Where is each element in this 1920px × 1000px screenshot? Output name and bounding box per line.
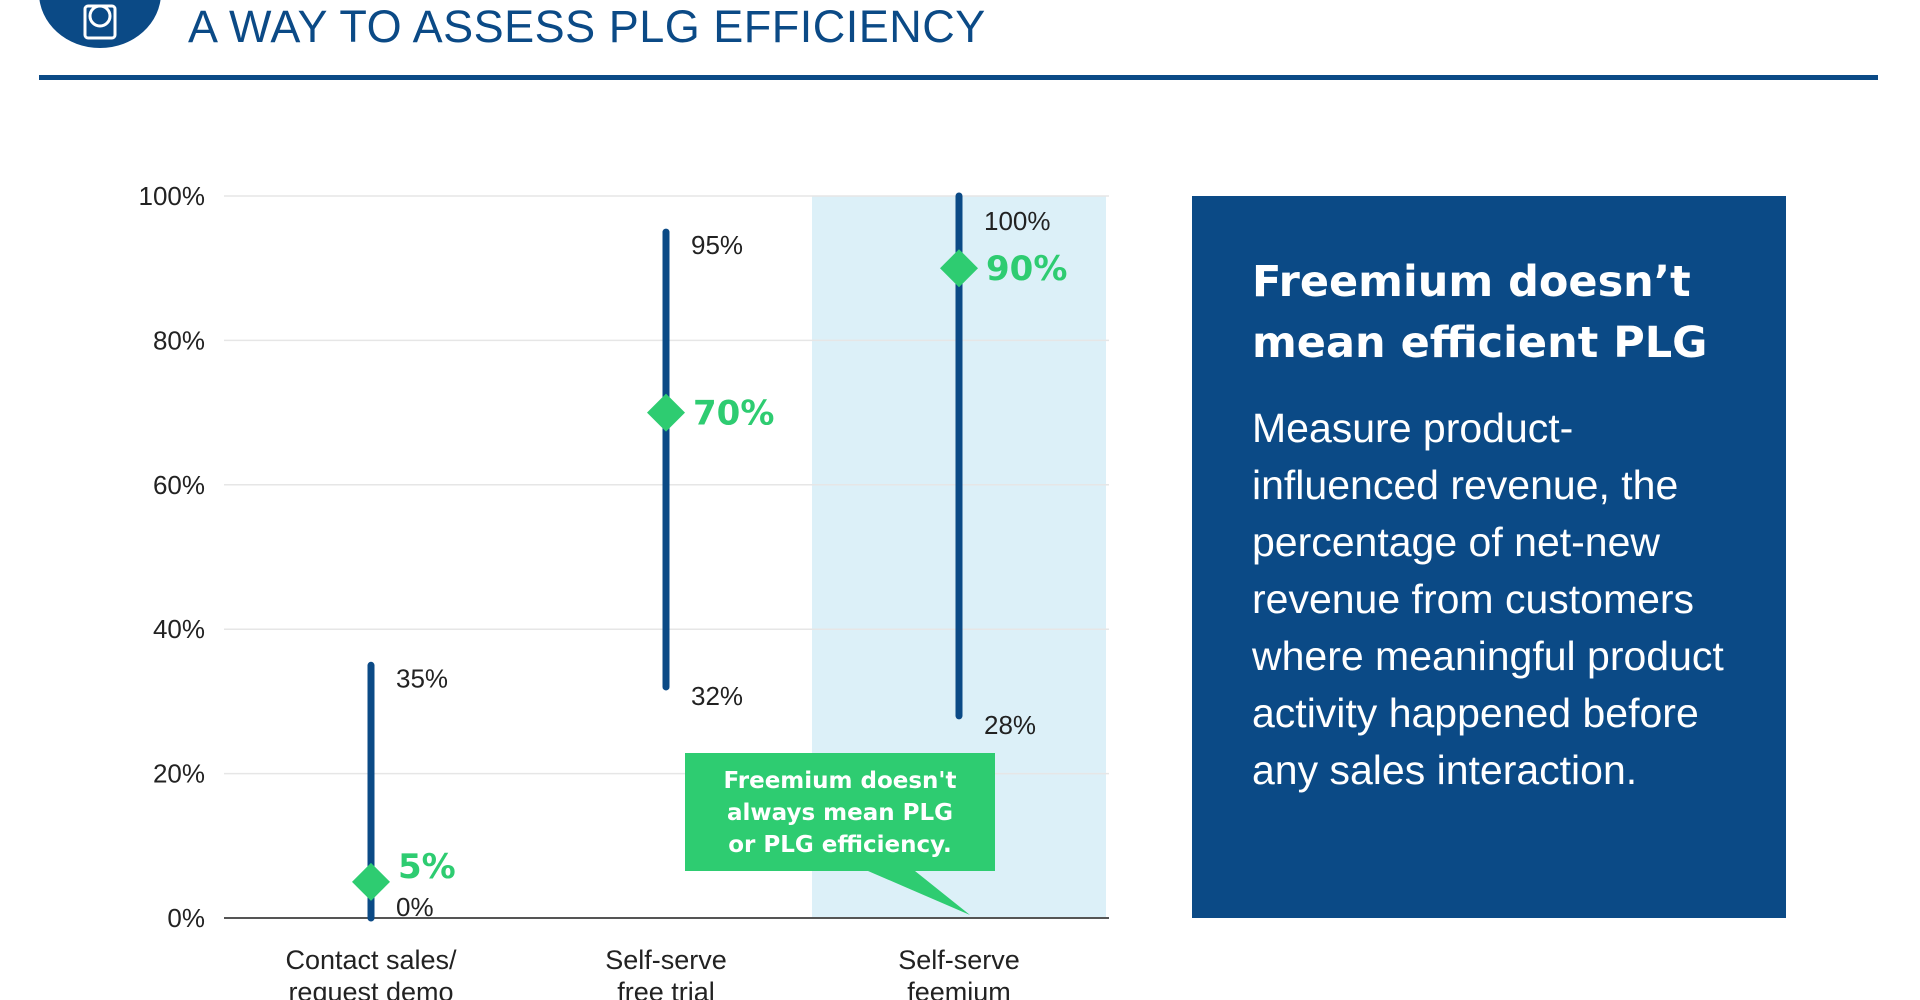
y-tick-label: 60% (153, 470, 205, 500)
range-low-label: 0% (396, 892, 434, 922)
range-high-label: 95% (691, 230, 743, 260)
callout-text: always mean PLG (727, 800, 953, 826)
x-category-label: Self-serve (605, 945, 727, 975)
info-panel-body: Measure product-influenced revenue, the … (1252, 405, 1724, 793)
callout-box (685, 753, 995, 871)
range-high-label: 100% (984, 206, 1051, 236)
y-tick-label: 80% (153, 325, 205, 355)
range-low-label: 32% (691, 681, 743, 711)
callout-text: or PLG efficiency. (728, 832, 952, 858)
range-high-label: 35% (396, 663, 448, 693)
x-category-label: Self-serve (898, 945, 1020, 975)
callout-text: Freemium doesn't (724, 768, 957, 794)
y-tick-label: 20% (153, 759, 205, 789)
header-divider (39, 75, 1878, 80)
callout-pointer (868, 871, 970, 915)
median-value-label: 90% (986, 249, 1067, 289)
median-marker (647, 393, 685, 432)
x-category-label: Contact sales/ (285, 945, 457, 975)
range-low-label: 28% (984, 710, 1036, 740)
median-value-label: 5% (398, 847, 456, 887)
y-tick-label: 0% (167, 903, 205, 933)
x-category-label: request demo (288, 977, 453, 1000)
median-marker (940, 249, 978, 288)
page-title: A WAY TO ASSESS PLG EFFICIENCY (188, 1, 986, 52)
median-value-label: 70% (693, 394, 774, 434)
median-marker (352, 862, 390, 901)
y-tick-label: 100% (139, 181, 206, 211)
x-category-label: feemium (907, 977, 1011, 1000)
info-panel: Freemium doesn’t mean efficient PLG Meas… (1192, 196, 1786, 918)
x-category-label: free trial (617, 977, 715, 1000)
y-tick-label: 40% (153, 614, 205, 644)
dollar-document-icon (39, 0, 161, 48)
info-panel-heading: Freemium doesn’t mean efficient PLG (1252, 257, 1708, 368)
